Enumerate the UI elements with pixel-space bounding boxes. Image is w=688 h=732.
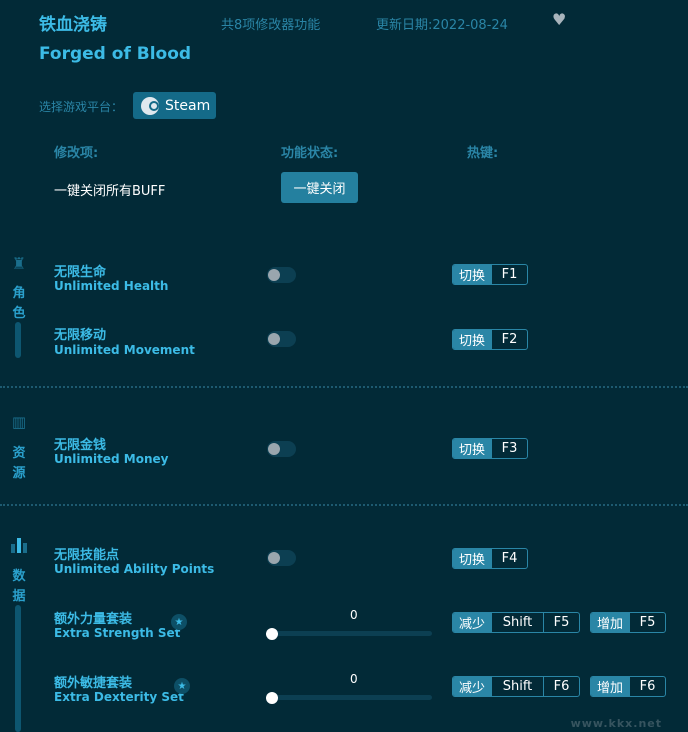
character-icon: ♜	[11, 254, 27, 273]
hotkey-modifier: Shift	[491, 613, 543, 632]
item-name-en: Extra Dexterity Set	[54, 690, 184, 704]
hotkey-label: 切换	[453, 265, 492, 284]
star-icon[interactable]: ★	[174, 678, 190, 694]
hotkey-decrease-f6[interactable]: 减少 Shift F6	[452, 676, 581, 697]
hotkey-increase-f5[interactable]: 增加 F5	[590, 612, 667, 633]
hotkey-label: 切换	[453, 439, 492, 458]
item-name-en: Unlimited Health	[54, 279, 169, 293]
section-divider	[0, 504, 688, 506]
platform-label: 选择游戏平台：	[39, 100, 124, 114]
item-name-cn: 无限技能点	[54, 548, 120, 563]
game-title-en: Forged of Blood	[39, 44, 192, 64]
hotkey-modifier: Shift	[491, 677, 543, 696]
hotkey-label: 减少	[453, 677, 492, 696]
close-all-button[interactable]: 一键关闭	[281, 172, 358, 203]
watermark: www.kkx.net	[570, 717, 662, 730]
slider-value: 0	[350, 608, 358, 622]
hotkey-key: F3	[491, 439, 527, 458]
feature-count: 共8项修改器功能	[221, 18, 321, 33]
section-character-2: 色	[12, 306, 26, 321]
section-scrollbar[interactable]	[15, 322, 21, 358]
hotkey-f3[interactable]: 切换 F3	[452, 438, 529, 459]
steam-icon	[141, 96, 159, 115]
item-name-cn: 无限生命	[54, 265, 107, 280]
hotkey-f2[interactable]: 切换 F2	[452, 329, 529, 350]
hotkey-f1[interactable]: 切换 F1	[452, 264, 529, 285]
hotkey-key: F5	[543, 613, 579, 632]
section-data-1: 数	[12, 569, 26, 584]
column-hotkey: 热键:	[467, 146, 499, 161]
section-scrollbar[interactable]	[15, 605, 21, 732]
item-name-cn: 额外敏捷套装	[54, 676, 133, 691]
close-all-label: 一键关闭所有BUFF	[54, 184, 166, 199]
section-resource-2: 源	[12, 466, 26, 481]
item-name-en: Unlimited Money	[54, 452, 169, 466]
hotkey-key: F6	[543, 677, 579, 696]
section-divider	[0, 386, 688, 388]
column-item: 修改项:	[54, 146, 99, 161]
stats-icon	[11, 538, 27, 553]
strength-slider-handle[interactable]	[266, 628, 278, 640]
hotkey-f4[interactable]: 切换 F4	[452, 548, 529, 569]
steam-platform-button[interactable]: Steam	[133, 92, 216, 119]
hotkey-key: F5	[629, 613, 665, 632]
star-icon[interactable]: ★	[171, 614, 187, 630]
slider-value: 0	[350, 672, 358, 686]
section-character-1: 角	[12, 286, 26, 301]
hotkey-increase-f6[interactable]: 增加 F6	[590, 676, 667, 697]
game-title-cn: 铁血浇铸	[39, 15, 107, 35]
hotkey-label: 减少	[453, 613, 492, 632]
item-name-cn: 无限移动	[54, 328, 107, 343]
hotkey-label: 切换	[453, 549, 492, 568]
hotkey-decrease-f5[interactable]: 减少 Shift F5	[452, 612, 581, 633]
hotkey-key: F6	[629, 677, 665, 696]
hotkey-key: F2	[491, 330, 527, 349]
hotkey-key: F4	[491, 549, 527, 568]
item-name-en: Extra Strength Set	[54, 626, 181, 640]
column-status: 功能状态:	[281, 146, 339, 161]
basket-icon: ▥	[11, 413, 27, 431]
hotkey-key: F1	[491, 265, 527, 284]
unlimited-money-toggle[interactable]	[267, 441, 296, 457]
heart-icon[interactable]: ♥	[552, 10, 567, 29]
steam-label: Steam	[165, 97, 211, 114]
strength-slider-track[interactable]	[270, 631, 432, 636]
section-data-2: 据	[12, 589, 26, 604]
dexterity-slider-track[interactable]	[270, 695, 432, 700]
hotkey-label: 增加	[591, 613, 630, 632]
hotkey-label: 切换	[453, 330, 492, 349]
section-resource-1: 资	[12, 446, 26, 461]
dexterity-slider-handle[interactable]	[266, 692, 278, 704]
unlimited-ability-points-toggle[interactable]	[267, 550, 296, 566]
unlimited-health-toggle[interactable]	[267, 267, 296, 283]
item-name-cn: 无限金钱	[54, 438, 107, 453]
item-name-en: Unlimited Movement	[54, 343, 195, 357]
unlimited-movement-toggle[interactable]	[267, 331, 296, 347]
hotkey-label: 增加	[591, 677, 630, 696]
item-name-cn: 额外力量套装	[54, 612, 133, 627]
update-date: 更新日期:2022-08-24	[376, 18, 508, 33]
item-name-en: Unlimited Ability Points	[54, 562, 215, 576]
